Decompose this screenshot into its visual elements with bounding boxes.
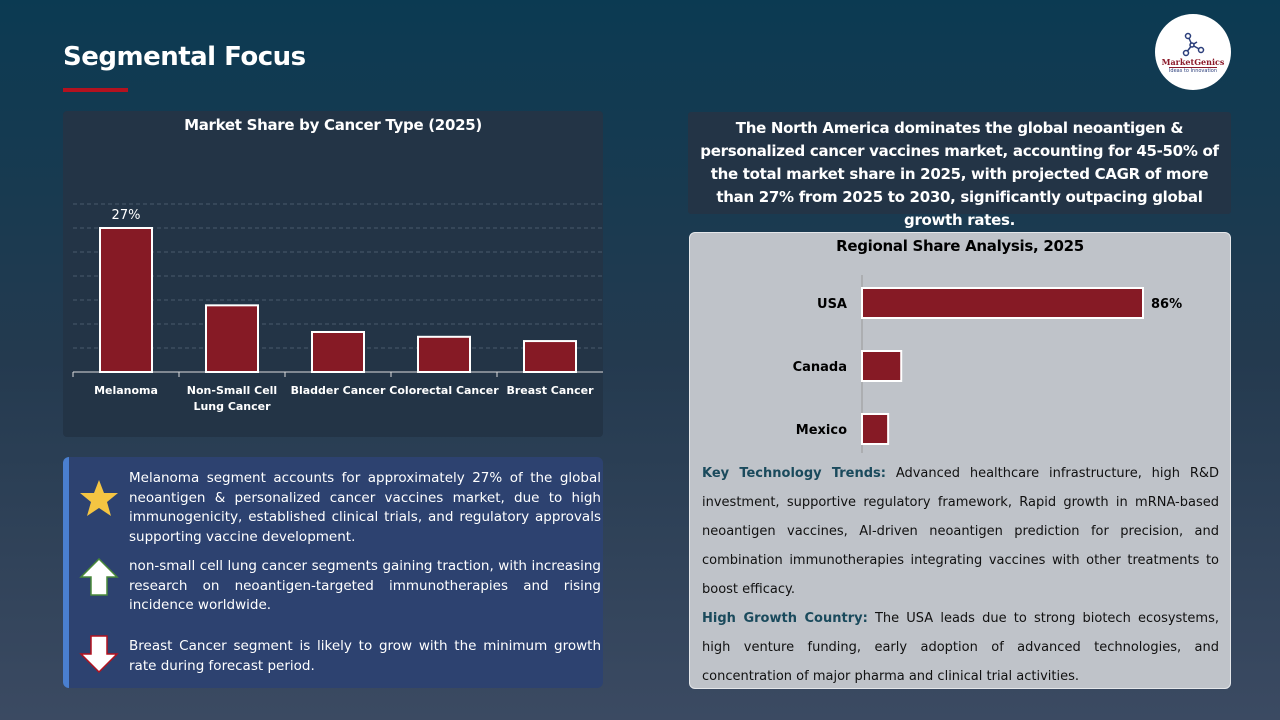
category-label: Melanoma bbox=[94, 384, 158, 397]
page-title: Segmental Focus bbox=[63, 42, 306, 72]
title-underline bbox=[63, 88, 128, 92]
insight-item: Melanoma segment accounts for approximat… bbox=[69, 469, 601, 547]
category-label: Breast Cancer bbox=[506, 384, 594, 397]
category-label: Bladder Cancer bbox=[291, 384, 386, 397]
category-label: Colorectal Cancer bbox=[389, 384, 499, 397]
category-label: Mexico bbox=[796, 423, 847, 438]
insight-text: Melanoma segment accounts for approximat… bbox=[129, 470, 601, 545]
growth-country-label: High Growth Country: bbox=[702, 611, 868, 626]
data-label: 27% bbox=[112, 208, 141, 223]
bar bbox=[99, 227, 153, 373]
trends-label: Key Technology Trends: bbox=[702, 466, 886, 481]
category-label: Lung Cancer bbox=[193, 400, 271, 413]
growth-country-body: The USA leads due to strong biotech ecos… bbox=[702, 611, 1219, 684]
regional-bar-chart: USA 86% Canada Mexico bbox=[793, 275, 1182, 453]
logo-text: MarketGenics bbox=[1161, 56, 1225, 67]
bar bbox=[523, 340, 577, 373]
category-label: Non-Small Cell bbox=[187, 384, 277, 397]
summary-note: The North America dominates the global n… bbox=[688, 112, 1231, 229]
insights-panel: Melanoma segment accounts for approximat… bbox=[63, 457, 603, 688]
arrow-down-icon bbox=[79, 635, 119, 674]
trends-body: Advanced healthcare infrastructure, high… bbox=[702, 466, 1220, 597]
insight-item: Breast Cancer segment is likely to grow … bbox=[69, 635, 601, 676]
trends-text: Key Technology Trends: Advanced healthca… bbox=[702, 459, 1219, 691]
insight-text: Breast Cancer segment is likely to grow … bbox=[129, 638, 601, 674]
insight-text: non-small cell lung cancer segments gain… bbox=[129, 558, 601, 613]
bar bbox=[311, 331, 365, 373]
logo-tagline: Ideas to Innovation bbox=[1168, 66, 1218, 74]
arrow-up-icon bbox=[79, 557, 119, 596]
bar bbox=[205, 304, 259, 373]
molecule-icon bbox=[1182, 32, 1205, 56]
chart-title: Market Share by Cancer Type (2025) bbox=[184, 116, 482, 134]
bar bbox=[861, 287, 1144, 319]
star-icon bbox=[80, 480, 118, 516]
category-label: USA bbox=[817, 297, 847, 312]
category-label: Canada bbox=[793, 360, 847, 375]
cancer-type-bar-chart: 27% Melanoma Non-Small Cell Lung Cancer Blad… bbox=[72, 203, 603, 413]
insight-item: non-small cell lung cancer segments gain… bbox=[69, 557, 601, 616]
bar bbox=[417, 335, 471, 374]
logo: MarketGenics Ideas to Innovation bbox=[1155, 14, 1231, 90]
chart-title: Regional Share Analysis, 2025 bbox=[836, 237, 1084, 255]
bar bbox=[861, 413, 890, 445]
regional-share-panel: USA 86% Canada Mexico Regional Share Analys… bbox=[689, 232, 1231, 689]
data-label: 86% bbox=[1151, 297, 1182, 312]
cancer-type-chart-panel: 27% Melanoma Non-Small Cell Lung Cancer Blad… bbox=[63, 111, 603, 437]
bar bbox=[861, 350, 903, 382]
